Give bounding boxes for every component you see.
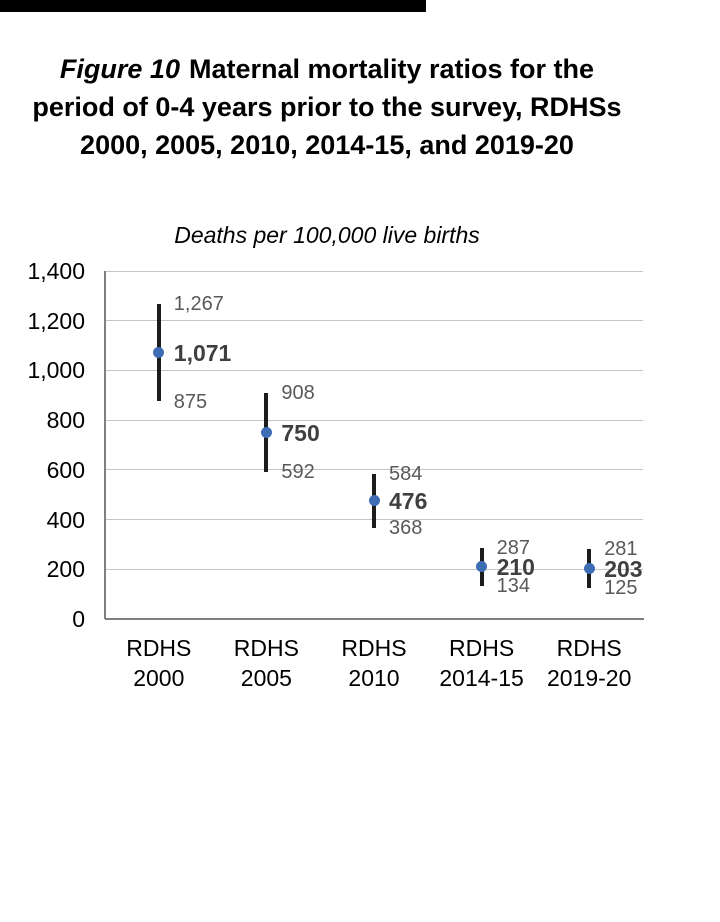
ci-lower-label: 592 <box>281 460 315 483</box>
gridline <box>105 419 643 421</box>
ci-lower-label: 134 <box>496 574 530 597</box>
x-tick-label: RDHS 2000 <box>126 635 192 691</box>
y-tick-label: 400 <box>46 506 85 533</box>
gridline <box>105 568 643 570</box>
ci-upper-label: 287 <box>496 536 530 559</box>
figure-number-label: Figure 10 <box>59 54 180 84</box>
figure-title: Figure 10 Maternal mortality ratios for t… <box>24 50 630 164</box>
gridline <box>105 270 643 272</box>
y-axis-line <box>104 271 106 619</box>
value-label: 750 <box>281 419 320 446</box>
y-tick-label: 800 <box>46 407 85 434</box>
ci-lower-label: 125 <box>604 576 638 599</box>
y-tick-label: 1,200 <box>27 307 85 334</box>
gridline <box>105 320 643 322</box>
gridline <box>105 369 643 371</box>
ci-upper-label: 584 <box>389 462 423 485</box>
ci-upper-label: 1,267 <box>173 293 224 316</box>
y-tick-label: 200 <box>46 556 85 583</box>
ci-lower-label: 368 <box>389 516 423 539</box>
value-label: 203 <box>604 555 643 582</box>
x-tick-label: RDHS 2010 <box>341 635 407 691</box>
x-tick-label: RDHS 2019-20 <box>546 635 632 691</box>
ci-lower-label: 875 <box>173 390 208 413</box>
data-point-marker <box>260 427 272 439</box>
x-tick-label: RDHS 2014-15 <box>439 635 524 691</box>
top-black-bar <box>0 0 426 12</box>
data-point-marker <box>153 347 165 359</box>
data-point-marker <box>476 561 488 573</box>
value-label: 476 <box>389 487 428 514</box>
y-tick-label: 0 <box>72 606 85 632</box>
value-label: 1,071 <box>173 339 232 366</box>
x-tick-label: RDHS 2005 <box>233 635 299 691</box>
value-label: 210 <box>496 553 535 580</box>
gridline <box>105 469 643 471</box>
ci-upper-label: 281 <box>604 538 638 561</box>
y-tick-label: 600 <box>46 456 85 483</box>
figure-title-text: Maternal mortality ratios for the period… <box>32 54 622 160</box>
data-point-marker <box>368 495 380 507</box>
chart-units-subtitle: Deaths per 100,000 live births <box>174 222 480 248</box>
ci-upper-label: 908 <box>281 382 315 405</box>
data-point-marker <box>583 563 595 575</box>
y-tick-label: 1,000 <box>27 357 85 384</box>
x-axis-line <box>105 618 644 620</box>
y-tick-label: 1,400 <box>27 258 85 284</box>
